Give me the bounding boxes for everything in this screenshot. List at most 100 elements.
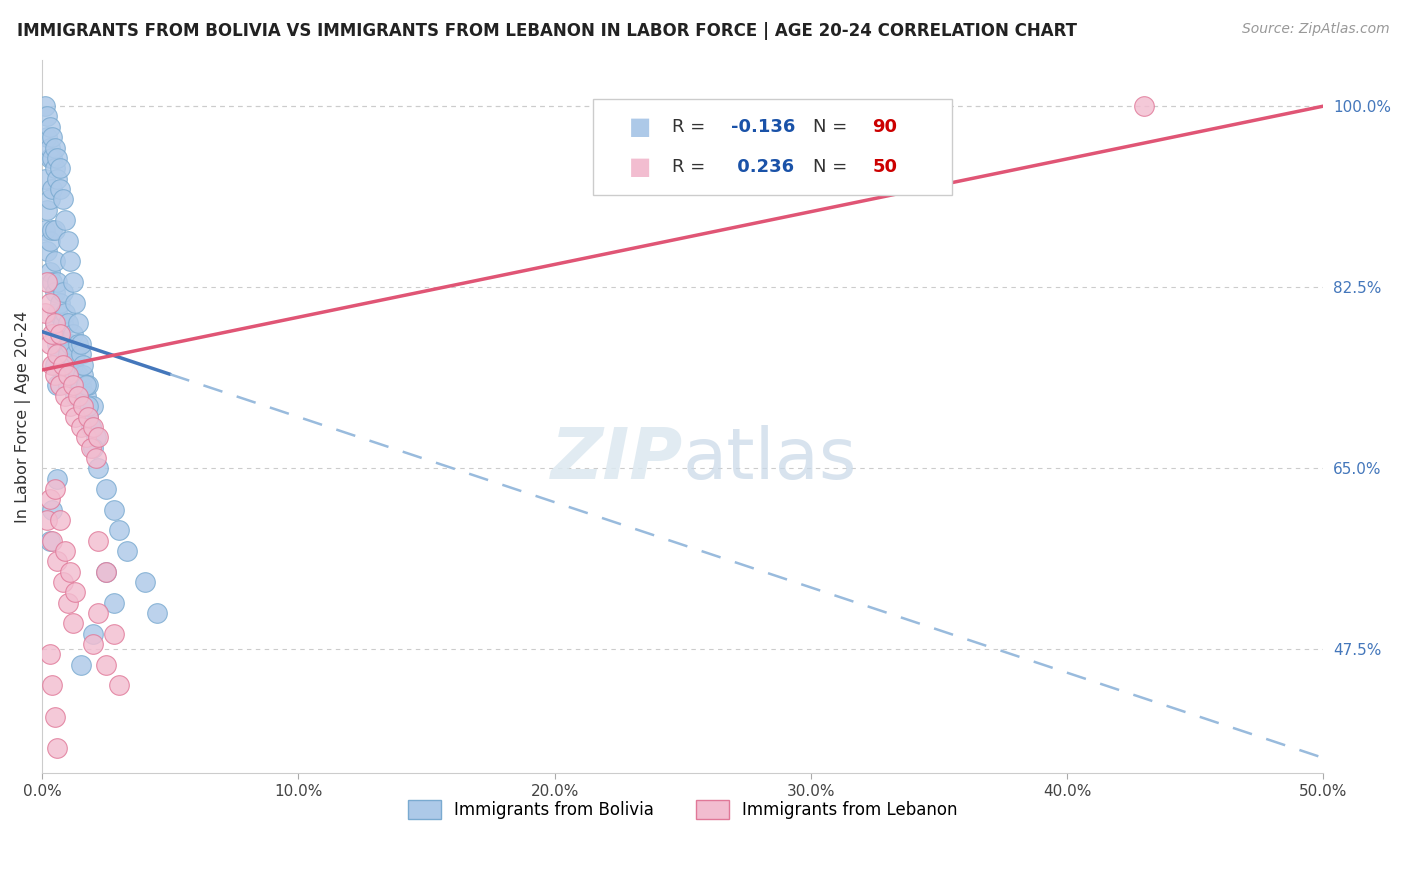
Point	[49, 513, 72, 527]
Point	[62, 358, 84, 372]
Point	[77, 409, 100, 424]
Point	[38, 295, 60, 310]
Point	[38, 192, 60, 206]
Point	[41, 130, 63, 145]
Point	[66, 368, 89, 383]
Point	[44, 482, 66, 496]
Point	[44, 326, 66, 341]
Point	[82, 420, 104, 434]
Point	[44, 254, 66, 268]
Point	[115, 544, 138, 558]
Point	[53, 306, 76, 320]
Point	[66, 389, 89, 403]
Point	[49, 182, 72, 196]
Point	[59, 565, 82, 579]
Y-axis label: In Labor Force | Age 20-24: In Labor Force | Age 20-24	[15, 310, 31, 523]
Point	[46, 378, 69, 392]
Point	[56, 596, 79, 610]
Point	[38, 140, 60, 154]
Point	[103, 502, 125, 516]
Point	[77, 378, 100, 392]
Point	[34, 306, 56, 320]
Text: ■: ■	[628, 154, 651, 178]
Point	[65, 389, 87, 403]
Point	[52, 317, 75, 331]
Point	[75, 389, 97, 403]
Point	[53, 544, 76, 558]
Point	[82, 399, 104, 413]
Point	[37, 110, 59, 124]
Point	[96, 565, 118, 579]
Point	[41, 533, 63, 548]
Point	[38, 533, 60, 548]
Point	[69, 337, 91, 351]
Point	[82, 627, 104, 641]
Point	[96, 565, 118, 579]
Point	[41, 358, 63, 372]
Text: N =: N =	[814, 119, 853, 136]
Point	[49, 326, 72, 341]
Point	[44, 140, 66, 154]
Point	[84, 430, 107, 444]
Text: atlas: atlas	[683, 425, 858, 494]
Point	[65, 409, 87, 424]
Text: IMMIGRANTS FROM BOLIVIA VS IMMIGRANTS FROM LEBANON IN LABOR FORCE | AGE 20-24 CO: IMMIGRANTS FROM BOLIVIA VS IMMIGRANTS FR…	[17, 22, 1077, 40]
Point	[72, 358, 94, 372]
Point	[80, 420, 103, 434]
Point	[38, 648, 60, 662]
FancyBboxPatch shape	[593, 99, 952, 195]
Point	[87, 461, 110, 475]
Point	[52, 358, 75, 372]
Text: Source: ZipAtlas.com: Source: ZipAtlas.com	[1241, 22, 1389, 37]
Point	[87, 606, 110, 620]
Point	[38, 492, 60, 507]
Point	[46, 306, 69, 320]
Point	[108, 678, 131, 692]
Point	[72, 368, 94, 383]
Point	[44, 358, 66, 372]
Point	[75, 430, 97, 444]
Text: ■: ■	[628, 115, 651, 139]
Point	[56, 317, 79, 331]
Text: -0.136: -0.136	[731, 119, 796, 136]
Point	[82, 441, 104, 455]
Point	[37, 202, 59, 217]
Text: 50: 50	[872, 158, 897, 176]
Point	[87, 533, 110, 548]
Point	[44, 161, 66, 176]
Point	[49, 295, 72, 310]
Point	[80, 441, 103, 455]
Point	[62, 275, 84, 289]
Point	[38, 337, 60, 351]
Point	[38, 151, 60, 165]
Point	[77, 409, 100, 424]
Point	[84, 450, 107, 465]
Point	[41, 151, 63, 165]
Text: N =: N =	[814, 158, 853, 176]
Point	[37, 513, 59, 527]
Point	[56, 347, 79, 361]
Point	[49, 378, 72, 392]
Point	[65, 347, 87, 361]
Point	[75, 378, 97, 392]
Point	[34, 171, 56, 186]
Point	[53, 213, 76, 227]
Point	[52, 358, 75, 372]
Point	[59, 399, 82, 413]
Point	[59, 337, 82, 351]
Point	[46, 337, 69, 351]
Text: ZIP: ZIP	[550, 425, 683, 494]
Point	[53, 337, 76, 351]
Point	[69, 378, 91, 392]
Point	[44, 709, 66, 723]
Point	[34, 99, 56, 113]
Point	[46, 472, 69, 486]
Point	[53, 389, 76, 403]
Point	[108, 524, 131, 538]
Point	[46, 171, 69, 186]
Point	[52, 285, 75, 300]
Point	[69, 657, 91, 672]
Text: R =: R =	[672, 119, 711, 136]
Point	[37, 244, 59, 258]
Point	[87, 430, 110, 444]
